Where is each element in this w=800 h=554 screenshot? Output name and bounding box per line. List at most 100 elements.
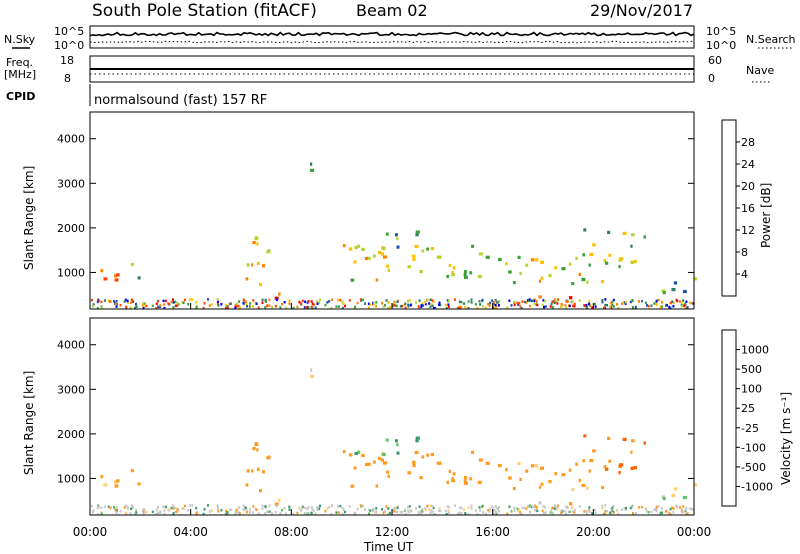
velocity-cell — [671, 506, 674, 509]
power-cell — [369, 303, 372, 306]
power-cell — [506, 306, 509, 309]
power-cell — [463, 275, 468, 279]
power-cell — [292, 306, 295, 310]
velocity-cell — [393, 510, 396, 513]
power-cell — [467, 300, 470, 303]
velocity-cell — [463, 508, 465, 511]
power-cell — [167, 302, 170, 305]
power-cell — [259, 283, 262, 287]
power-cell — [126, 301, 129, 304]
power-cell — [162, 299, 165, 303]
power-cell — [529, 304, 531, 308]
power-cell — [264, 299, 267, 302]
velocity-cell — [684, 513, 687, 516]
power-cell — [622, 231, 627, 235]
x-tick-label: 20:00 — [576, 525, 611, 539]
power-cell — [163, 306, 166, 310]
velocity-cell — [235, 508, 238, 512]
power-cell — [552, 300, 555, 303]
velocity-colorbar-tick-label: 500 — [741, 363, 762, 376]
power-cell — [394, 301, 396, 304]
power-cell — [632, 306, 634, 309]
power-cell — [244, 300, 247, 304]
power-cell — [533, 298, 536, 301]
power-cell — [251, 305, 254, 308]
velocity-cell — [647, 511, 650, 514]
velocity-cell — [394, 507, 396, 510]
velocity-cell — [100, 512, 103, 515]
velocity-cell — [268, 510, 271, 513]
velocity-cell — [471, 450, 475, 454]
velocity-cell — [164, 505, 167, 509]
velocity-cell — [520, 512, 523, 516]
velocity-cell — [124, 504, 127, 508]
power-cell — [583, 228, 587, 232]
power-cell — [238, 306, 241, 309]
power-cell — [625, 300, 627, 304]
velocity-cell — [682, 495, 687, 500]
y-tick-label: 1000 — [57, 472, 85, 485]
velocity-cell — [530, 505, 533, 509]
power-cell — [594, 305, 597, 308]
power-cell — [680, 301, 683, 305]
power-cell — [164, 299, 167, 303]
power-cell — [393, 304, 396, 307]
velocity-cell — [538, 501, 542, 505]
velocity-cell — [167, 508, 170, 511]
power-cell — [487, 303, 490, 306]
velocity-cell — [612, 511, 615, 514]
velocity-cell — [364, 508, 366, 511]
velocity-cell — [560, 511, 563, 514]
velocity-cell — [188, 504, 191, 507]
power-colorbar-tick-label: 24 — [741, 158, 755, 171]
velocity-cell — [383, 510, 386, 513]
power-cell — [319, 298, 321, 302]
velocity-cell — [680, 509, 683, 513]
velocity-cell — [481, 511, 484, 514]
power-cell — [683, 304, 686, 307]
velocity-cell — [548, 480, 552, 484]
power-cell — [526, 299, 529, 302]
velocity-cell — [408, 505, 411, 508]
power-cell — [671, 300, 674, 303]
power-cell — [624, 302, 627, 305]
velocity-cell — [430, 509, 433, 512]
velocity-cell — [604, 509, 607, 513]
velocity-cell — [457, 513, 460, 516]
power-colorbar-label: Power [dB] — [759, 183, 773, 248]
velocity-cell — [135, 511, 138, 514]
power-cell — [540, 276, 544, 280]
velocity-cell — [407, 509, 410, 513]
velocity-cell — [348, 453, 353, 457]
power-cell — [143, 302, 146, 305]
power-cell — [573, 305, 576, 308]
velocity-cell — [114, 508, 117, 512]
power-cell — [142, 302, 145, 305]
power-cell — [476, 306, 479, 310]
power-cell — [593, 302, 596, 306]
power-cell — [408, 299, 411, 302]
velocity-cell — [255, 508, 258, 511]
y-tick-label: 2000 — [57, 222, 85, 235]
velocity-cell — [216, 504, 219, 508]
power-cell — [104, 299, 106, 302]
velocity-cell — [249, 508, 252, 511]
velocity-cell — [540, 466, 545, 470]
power-cell — [601, 279, 604, 284]
nsky-label: N.Sky — [4, 33, 36, 46]
power-cell — [583, 304, 586, 307]
power-cell — [337, 298, 340, 302]
power-cell — [420, 305, 423, 308]
power-cell — [439, 303, 442, 307]
power-cell — [536, 303, 539, 307]
y-tick-label: 3000 — [57, 383, 85, 396]
velocity-cell — [420, 510, 423, 513]
power-cell — [588, 263, 591, 267]
power-cell — [601, 300, 604, 304]
freq-tick-bottom: 8 — [64, 72, 71, 85]
velocity-cell — [135, 508, 137, 512]
power-cell — [565, 306, 567, 310]
velocity-cell — [533, 504, 536, 507]
velocity-cell — [387, 507, 390, 510]
power-cell — [220, 303, 223, 306]
